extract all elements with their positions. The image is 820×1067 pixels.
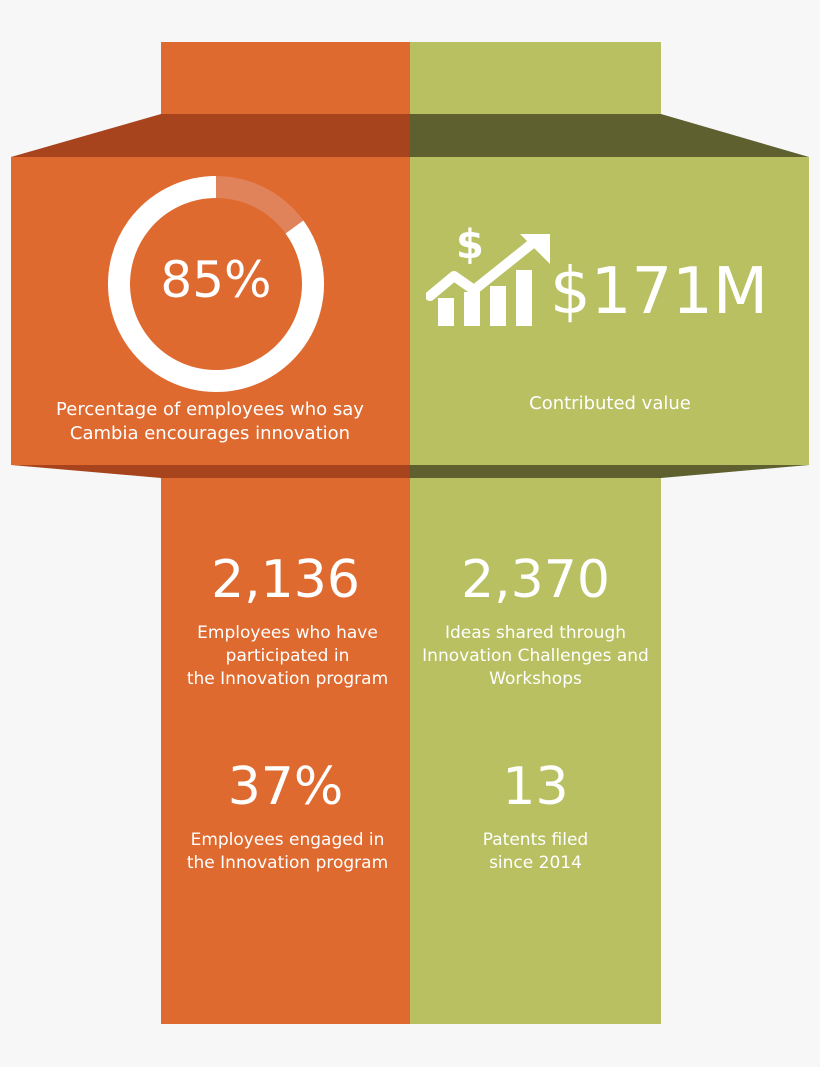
caption-line: Employees engaged in xyxy=(190,830,385,850)
caption-line: since 2014 xyxy=(489,853,582,873)
percent-value: 85% xyxy=(160,251,272,309)
contributed-value: $171M xyxy=(550,255,769,329)
caption-line: the Innovation program xyxy=(186,853,389,873)
patents-caption: Patents filed since 2014 xyxy=(410,829,661,875)
caption-line: Ideas shared through xyxy=(444,623,627,643)
orange-column-top xyxy=(161,42,410,114)
green-top-shade xyxy=(410,114,809,157)
engaged-caption: Employees engaged in the Innovation prog… xyxy=(165,829,410,875)
caption-line: Workshops xyxy=(489,669,582,689)
caption-line: the Innovation program xyxy=(186,669,389,689)
caption-line: Patents filed xyxy=(482,830,589,850)
orange-column-bottom xyxy=(161,478,410,1024)
percent-description: Percentage of employees who say Cambia e… xyxy=(20,398,400,446)
green-column-bottom xyxy=(410,478,661,1024)
participants-count: 2,136 xyxy=(211,550,360,610)
ideas-caption: Ideas shared through Innovation Challeng… xyxy=(410,622,661,691)
green-bottom-shade xyxy=(410,465,809,478)
green-column-top xyxy=(410,42,661,114)
orange-top-shade xyxy=(11,114,410,157)
participants-caption: Employees who have participated in the I… xyxy=(165,622,410,691)
patents-count: 13 xyxy=(502,757,569,817)
orange-bottom-shade xyxy=(11,465,410,478)
caption-line: Employees who have xyxy=(197,623,378,643)
caption-line: participated in xyxy=(225,646,350,666)
orange-band xyxy=(11,157,410,465)
description-line: Cambia encourages innovation xyxy=(69,423,351,444)
contributed-value-label: Contributed value xyxy=(529,393,691,414)
money-growth-chart-icon: $ xyxy=(426,222,550,326)
caption-line: Innovation Challenges and xyxy=(422,646,649,666)
description-line: Percentage of employees who say xyxy=(56,399,364,420)
svg-text:$: $ xyxy=(456,222,484,268)
donut-value-arc xyxy=(108,176,324,392)
donut-chart xyxy=(108,176,324,392)
ideas-count: 2,370 xyxy=(461,550,610,610)
engaged-percent: 37% xyxy=(227,757,344,817)
